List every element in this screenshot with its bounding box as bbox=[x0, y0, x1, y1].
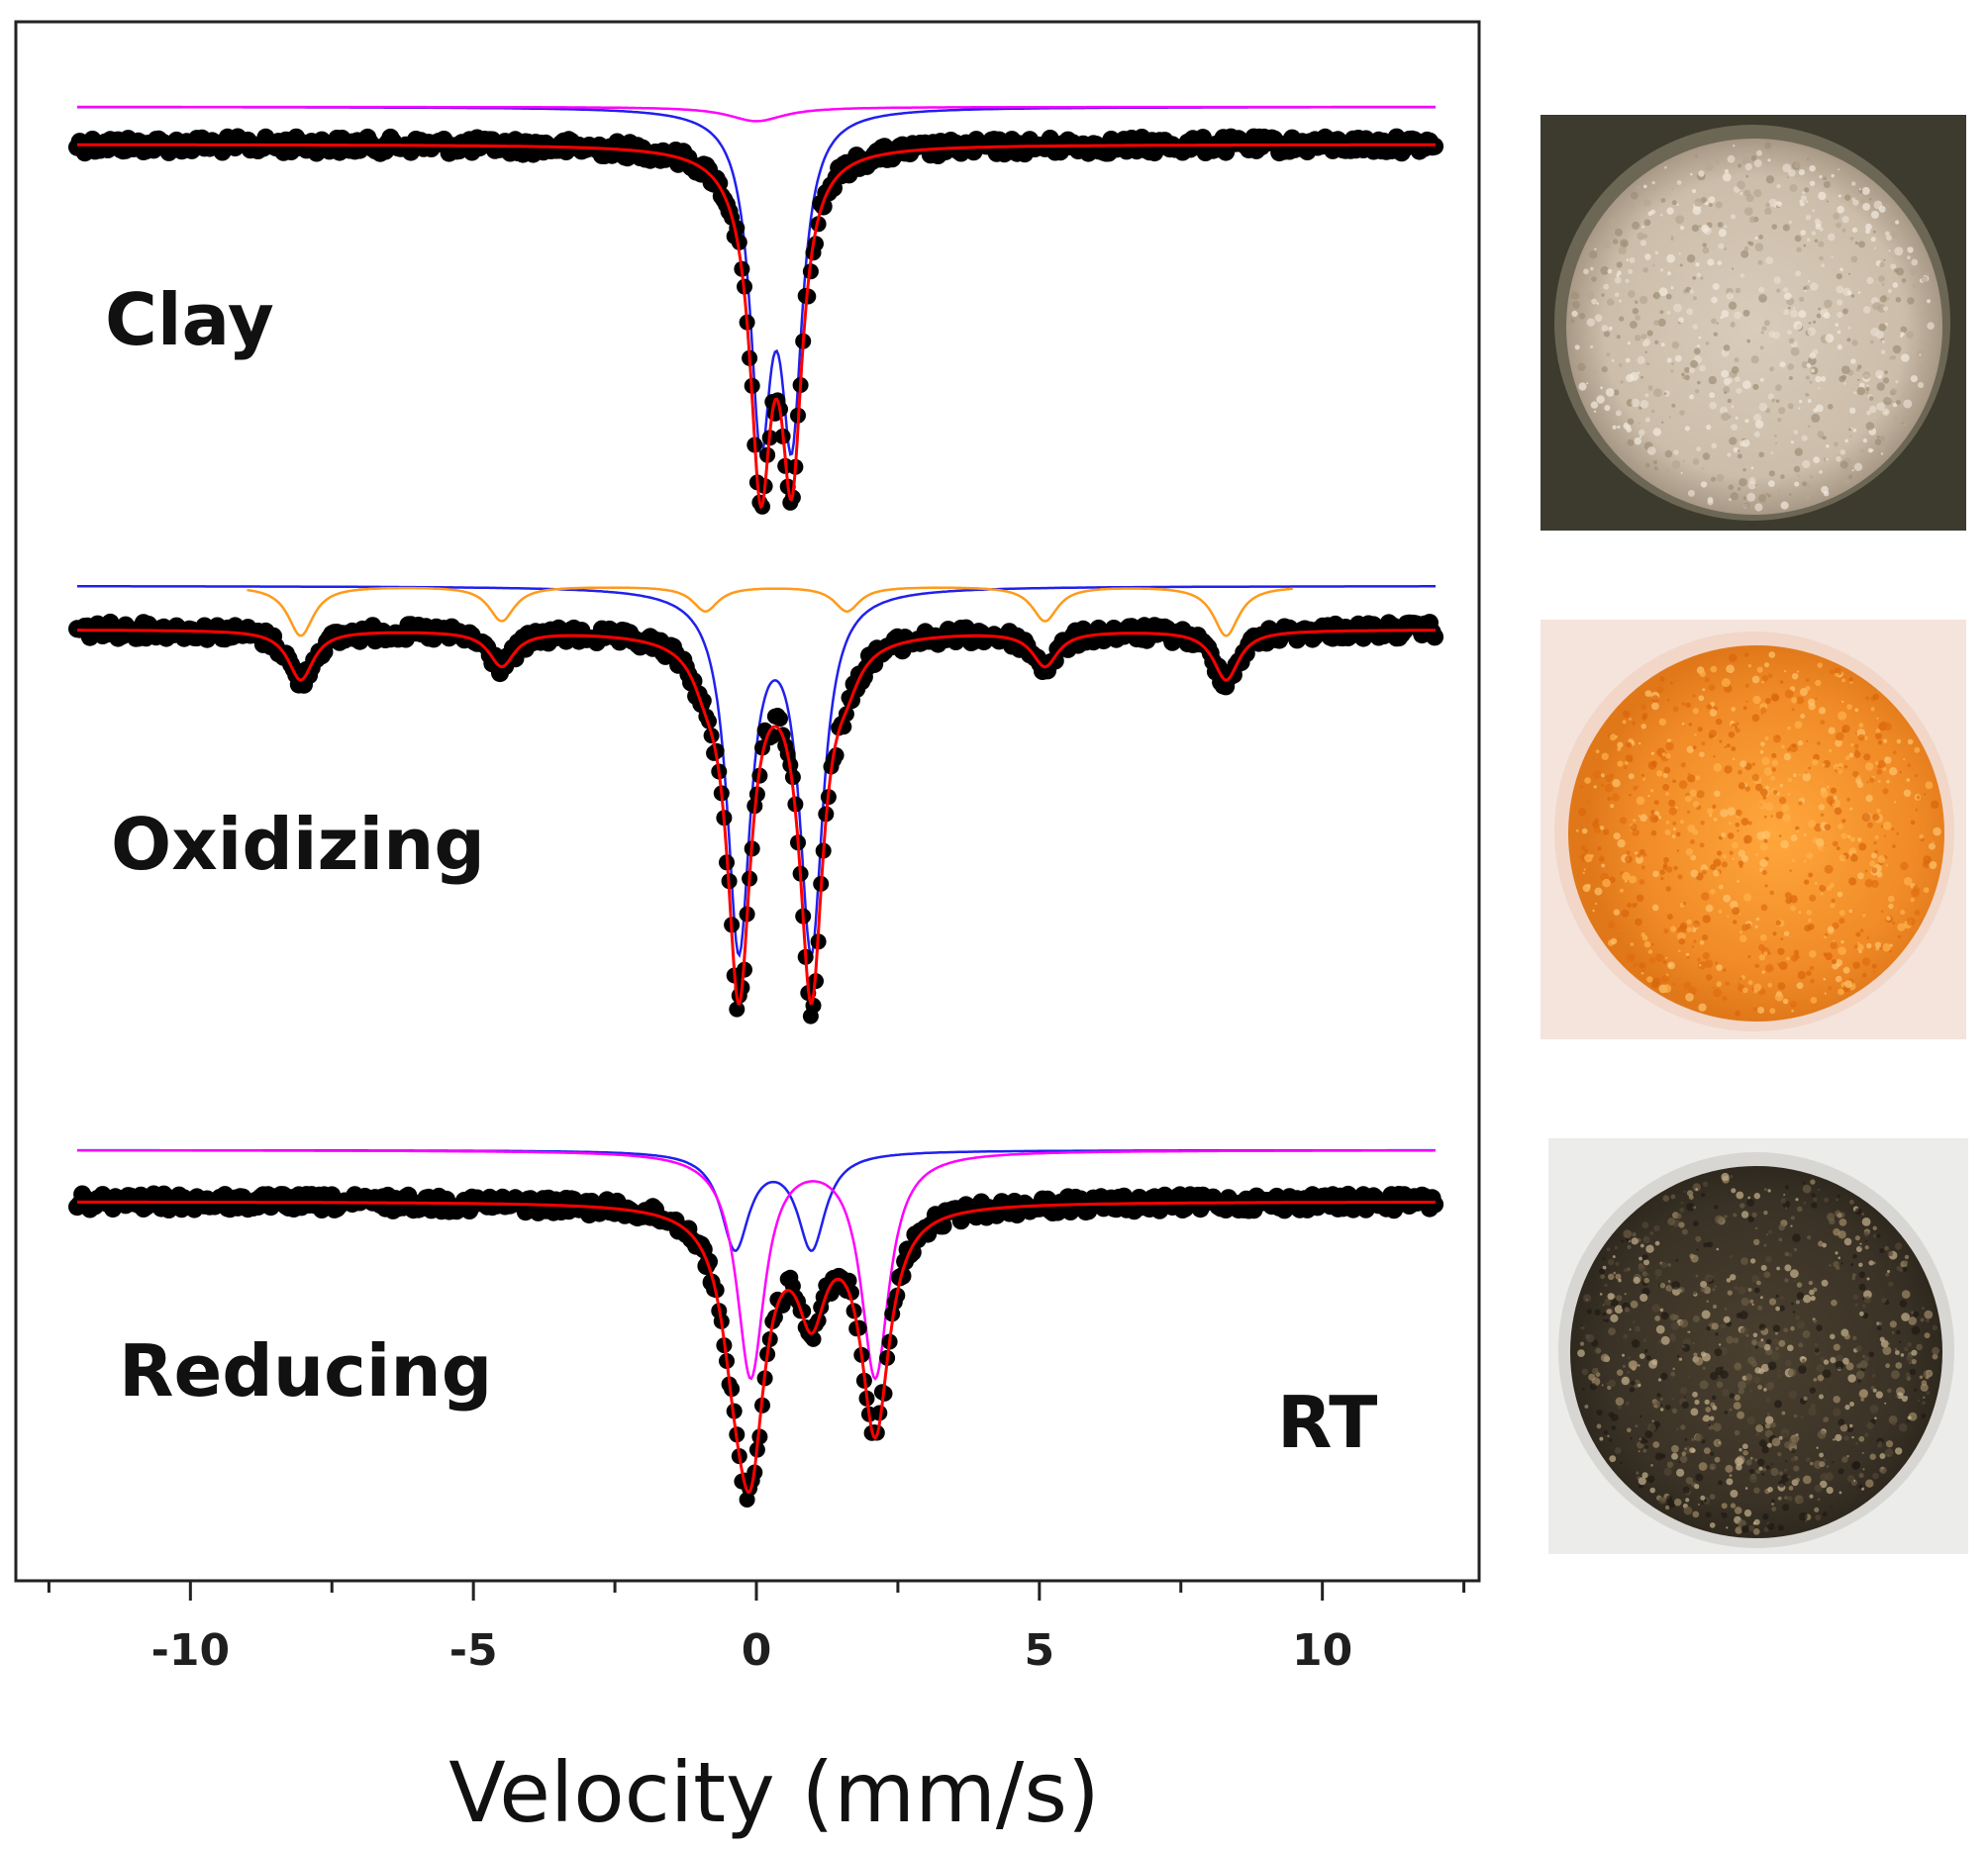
data-points-clay bbox=[68, 128, 1444, 515]
sample-photo-oxidizing bbox=[1541, 620, 1966, 1039]
x-axis-title: Velocity (mm/s) bbox=[448, 1744, 1099, 1841]
data-point bbox=[808, 236, 824, 252]
spectrum-oxidizing bbox=[68, 585, 1444, 1024]
x-tick-label: -10 bbox=[151, 1625, 231, 1676]
data-point bbox=[805, 1330, 822, 1347]
data-point bbox=[729, 1001, 746, 1018]
data-point bbox=[871, 1405, 888, 1421]
spectrum-label-reducing: Reducing bbox=[119, 1329, 492, 1413]
plot-frame bbox=[14, 20, 1481, 1583]
spectrum-label-oxidizing: Oxidizing bbox=[111, 803, 485, 886]
x-axis-tick-labels: -10 -5 0 5 10 bbox=[151, 1625, 1353, 1676]
sample-photo-reducing bbox=[1548, 1138, 1968, 1554]
fit-line-clay bbox=[77, 143, 1436, 510]
spectrum-label-clay: Clay bbox=[105, 278, 274, 361]
temperature-label: RT bbox=[1277, 1381, 1377, 1464]
spectrum-reducing bbox=[68, 1148, 1444, 1508]
x-tick-label: 5 bbox=[1025, 1625, 1055, 1676]
fit-line-reducing bbox=[77, 1200, 1436, 1495]
data-point bbox=[1426, 1195, 1444, 1214]
data-point bbox=[751, 1428, 768, 1445]
x-axis-ticks bbox=[47, 1581, 1466, 1601]
x-tick-label: -5 bbox=[449, 1625, 498, 1676]
data-point bbox=[850, 1319, 867, 1336]
component-orange-oxidizing bbox=[247, 586, 1293, 637]
x-tick-label: 0 bbox=[742, 1625, 772, 1676]
data-point bbox=[828, 747, 845, 763]
component-magenta-reducing bbox=[77, 1148, 1436, 1381]
fit-line-oxidizing bbox=[77, 629, 1436, 1006]
spectra-layer bbox=[68, 105, 1444, 1508]
component-magenta-clay bbox=[77, 105, 1436, 123]
spectrum-clay bbox=[68, 105, 1444, 515]
data-point bbox=[1426, 628, 1444, 646]
x-tick-label: 10 bbox=[1292, 1625, 1352, 1676]
sample-photo-clay bbox=[1541, 115, 1966, 531]
data-point bbox=[772, 711, 788, 727]
